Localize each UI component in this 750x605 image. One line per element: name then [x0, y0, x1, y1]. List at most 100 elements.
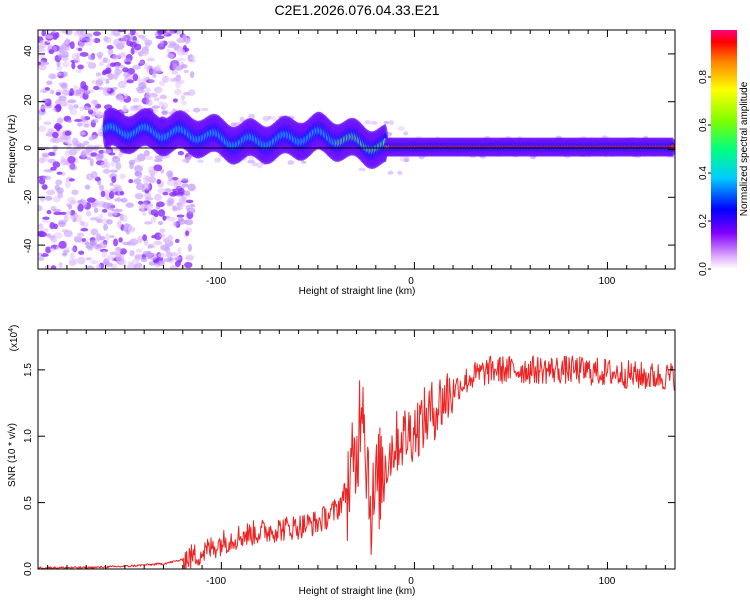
spectral-blob — [166, 251, 173, 259]
spectral-blob — [91, 202, 98, 208]
spectral-blob — [78, 34, 86, 39]
spectral-blob — [162, 215, 167, 221]
spectral-blob — [53, 223, 58, 230]
spectral-blob — [41, 30, 47, 37]
spectral-blob — [75, 214, 83, 223]
spectral-blob — [102, 168, 111, 174]
snr-panel: -100 0 100 Height of straight line (km) … — [7, 325, 676, 597]
spectral-blob — [163, 257, 173, 263]
colorbar-tick-label: 0.0 — [698, 262, 709, 276]
spectral-blob — [140, 256, 148, 263]
spectral-blob — [79, 105, 84, 112]
spectral-blob — [64, 139, 73, 145]
snr-y-tick-label: 0.0 — [23, 562, 34, 576]
colorbar-tick-label: 0.4 — [698, 166, 709, 180]
snr-xlabel: Height of straight line (km) — [299, 586, 416, 597]
spectral-blob — [49, 89, 55, 95]
spectral-blob — [109, 235, 115, 239]
spectral-blob — [144, 221, 153, 225]
spectral-blob — [189, 203, 196, 208]
spectral-blob — [107, 212, 115, 217]
spectral-blob — [145, 156, 154, 160]
spectral-blob — [93, 85, 100, 91]
spectral-blob — [133, 157, 142, 163]
spectral-blob — [98, 184, 105, 191]
spectral-blob — [44, 266, 50, 269]
spectral-blob — [52, 208, 62, 213]
spectral-blob — [80, 227, 89, 232]
spectral-blob — [95, 216, 101, 220]
spectral-blob — [61, 229, 69, 233]
spectral-blob — [42, 228, 49, 233]
spectral-blob — [58, 54, 63, 61]
spectral-blob — [119, 190, 124, 196]
spectral-blob — [148, 253, 157, 261]
spectral-blob — [171, 205, 178, 212]
spectral-blob — [177, 150, 185, 156]
snr-x-tick-label: 0 — [408, 576, 414, 587]
spectral-blob — [181, 183, 189, 188]
spectral-blob — [106, 219, 113, 225]
spectral-blob — [53, 211, 62, 216]
spectral-blob — [68, 148, 78, 156]
spectral-blob — [104, 189, 110, 194]
spectral-blob — [75, 89, 82, 95]
spectral-blob — [158, 221, 164, 226]
spectral-blob — [153, 240, 163, 246]
snr-x-tick-label: -100 — [206, 576, 226, 587]
spectral-blob — [38, 115, 42, 121]
spectral-blob — [301, 160, 307, 164]
snr-x-tick-label: 100 — [599, 576, 616, 587]
spectral-blob — [162, 75, 170, 83]
spectral-blob — [60, 159, 69, 166]
spectral-blob — [109, 62, 116, 68]
spectral-blob — [134, 192, 144, 200]
spectral-blob — [109, 182, 114, 187]
spectral-blob — [113, 208, 118, 216]
spectral-blob — [186, 207, 196, 215]
spectral-blob — [106, 58, 111, 63]
spectral-blob — [40, 197, 45, 202]
spectral-blob — [77, 203, 84, 212]
spectral-blob — [45, 34, 54, 39]
snr-y-tick-label: 1.0 — [23, 429, 34, 443]
spectral-blob — [132, 97, 140, 103]
spectral-blob — [58, 240, 67, 249]
spectral-blob — [148, 66, 153, 70]
spectral-blob — [83, 84, 89, 91]
spectral-blob — [121, 108, 131, 113]
spectral-blob — [176, 38, 185, 44]
spectral-blob — [103, 223, 108, 231]
spectral-blob — [73, 57, 81, 64]
spectral-blob — [38, 177, 46, 185]
spectral-blob — [134, 104, 143, 111]
spectral-blob — [128, 179, 134, 184]
spectral-blob — [158, 42, 165, 48]
spectral-blob — [113, 238, 119, 247]
spectral-blob — [147, 204, 154, 209]
spectral-blob — [83, 140, 90, 146]
spectral-blob — [46, 80, 53, 86]
spectral-blob — [174, 238, 180, 244]
spectral-blob — [64, 180, 71, 189]
spectral-blob — [45, 246, 52, 254]
spectral-blob — [138, 205, 145, 210]
spectral-blob — [103, 36, 112, 43]
spectral-blob — [114, 186, 123, 193]
spectral-blob — [53, 232, 63, 239]
spectral-blob — [58, 261, 63, 269]
spectral-blob — [133, 165, 143, 172]
spectral-blob — [105, 78, 110, 85]
spectral-blob — [109, 251, 118, 256]
spectral-blob — [197, 159, 204, 163]
spectral-blob — [126, 79, 135, 84]
snr-ylabel: SNR (10 * v/v) — [7, 423, 18, 487]
spectral-blob — [159, 228, 166, 234]
spectral-blob — [142, 212, 147, 217]
spectral-blob — [81, 149, 91, 155]
spectral-blob — [42, 154, 49, 158]
spectrogram-ylabel: Frequency (Hz) — [7, 115, 18, 184]
spectrogram-y-tick-label: 40 — [23, 45, 34, 57]
spectral-blob — [153, 158, 163, 163]
